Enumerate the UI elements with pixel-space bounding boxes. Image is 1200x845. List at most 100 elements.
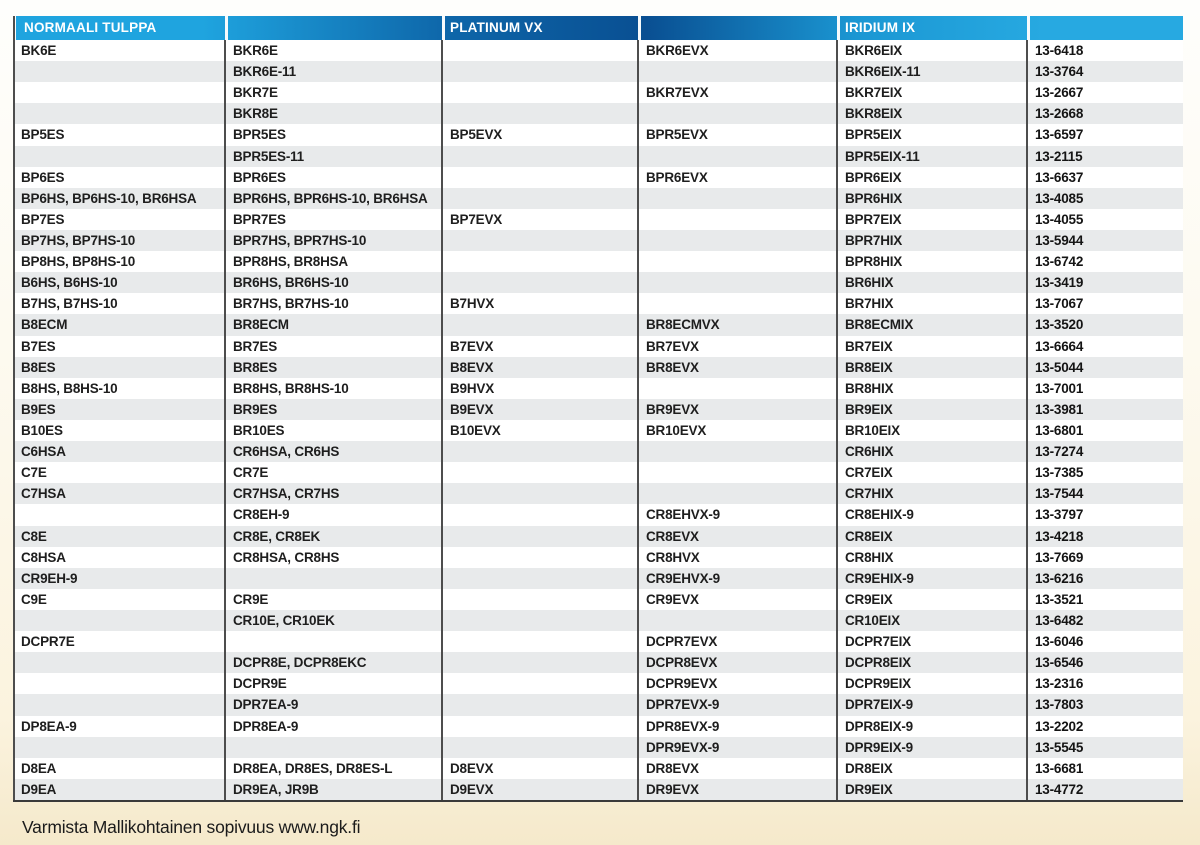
- cell-platinum-vx-r: CR8EHVX-9: [646, 507, 720, 523]
- cell-part-number: 13-2667: [1035, 85, 1084, 101]
- cell-iridium-ix: BKR6EIX: [845, 43, 903, 59]
- cell-iridium-ix: DCPR7EIX: [845, 634, 911, 650]
- table-row: DP8EA-9 DPR8EA-9 DPR8EVX-9 DPR8EIX-9 13-…: [13, 715, 1183, 737]
- cell-part-number: 13-3521: [1035, 591, 1084, 607]
- table-row: DPR9EVX-9 DPR9EIX-9 13-5545: [13, 736, 1183, 758]
- cell-platinum-vx-r: BR10EVX: [646, 423, 707, 439]
- cell-iridium-ix: BR8ECMIX: [845, 317, 914, 333]
- cell-part-number: 13-7544: [1035, 486, 1084, 502]
- cell-normal-plug-r: BPR5ES: [233, 127, 286, 143]
- header-divider: [225, 16, 228, 40]
- header-platinum-vx: PLATINUM VX: [450, 20, 543, 35]
- cell-part-number: 13-5044: [1035, 359, 1084, 375]
- cell-normal-plug: BP7HS, BP7HS-10: [21, 233, 136, 249]
- cell-normal-plug: BK6E: [21, 43, 57, 59]
- cell-normal-plug-r: DPR7EA-9: [233, 697, 299, 713]
- table-row: B7HS, B7HS-10 BR7HS, BR7HS-10 B7HVX BR7H…: [13, 293, 1183, 315]
- cell-iridium-ix: BKR8EIX: [845, 106, 903, 122]
- cell-normal-plug-r: BR9ES: [233, 401, 278, 417]
- cell-part-number: 13-7803: [1035, 697, 1084, 713]
- cell-part-number: 13-6482: [1035, 613, 1084, 628]
- cell-platinum-vx-r: BKR6EVX: [646, 43, 709, 59]
- cell-part-number: 13-6597: [1035, 127, 1084, 143]
- cell-platinum-vx: BP5EVX: [450, 127, 503, 143]
- cell-iridium-ix: CR9EHIX-9: [845, 570, 914, 586]
- cell-normal-plug-r: CR6HSA, CR6HS: [233, 444, 340, 460]
- cell-iridium-ix: BPR8HIX: [845, 254, 903, 270]
- table-row: CR9EH-9 CR9EHVX-9 CR9EHIX-9 13-6216: [13, 567, 1183, 589]
- cell-normal-plug: B7HS, B7HS-10: [21, 296, 118, 312]
- header-divider: [442, 16, 445, 40]
- cell-iridium-ix: DR9EIX: [845, 781, 893, 797]
- table-row: CR10E, CR10EK CR10EIX 13-6482: [13, 609, 1183, 632]
- cell-platinum-vx: D8EVX: [450, 760, 494, 776]
- cell-normal-plug-r: CR10E, CR10EK: [233, 613, 335, 628]
- table-row: B8ECM BR8ECM BR8ECMVX BR8ECMIX 13-3520: [13, 314, 1183, 336]
- cell-iridium-ix: DR8EIX: [845, 760, 893, 776]
- cell-platinum-vx: B7EVX: [450, 338, 494, 354]
- cell-normal-plug-r: BR7HS, BR7HS-10: [233, 296, 349, 312]
- cell-part-number: 13-6546: [1035, 655, 1084, 671]
- cell-platinum-vx-r: DPR7EVX-9: [646, 697, 720, 713]
- table-row: C8E CR8E, CR8EK CR8EVX CR8EIX 13-4218: [13, 525, 1183, 547]
- cell-normal-plug: D9EA: [21, 781, 57, 797]
- cell-normal-plug-r: DCPR9E: [233, 676, 287, 692]
- cell-part-number: 13-7385: [1035, 465, 1084, 481]
- cell-part-number: 13-6681: [1035, 760, 1084, 776]
- cell-part-number: 13-5944: [1035, 233, 1084, 249]
- table-row: DCPR8E, DCPR8EKC DCPR8EVX DCPR8EIX 13-65…: [13, 652, 1183, 674]
- cell-normal-plug-r: BR8ECM: [233, 317, 289, 333]
- cell-normal-plug: D8EA: [21, 760, 57, 776]
- cell-platinum-vx-r: DCPR9EVX: [646, 676, 718, 692]
- cell-iridium-ix: BPR7HIX: [845, 233, 903, 249]
- cell-part-number: 13-6664: [1035, 338, 1084, 354]
- cell-platinum-vx-r: BR7EVX: [646, 338, 699, 354]
- cell-part-number: 13-7067: [1035, 296, 1084, 312]
- cell-normal-plug-r: BPR7ES: [233, 211, 286, 227]
- cell-part-number: 13-3981: [1035, 401, 1084, 417]
- cell-platinum-vx-r: CR9EVX: [646, 591, 699, 607]
- cell-iridium-ix: DPR7EIX-9: [845, 697, 913, 713]
- cell-iridium-ix: CR6HIX: [845, 444, 894, 460]
- column-divider: [441, 40, 443, 800]
- cell-platinum-vx: BP7EVX: [450, 211, 503, 227]
- cell-normal-plug: B8ECM: [21, 317, 68, 333]
- table-row: BKR6E-11 BKR6EIX-11 13-3764: [13, 61, 1183, 83]
- cell-iridium-ix: CR7HIX: [845, 486, 894, 502]
- cell-normal-plug: DCPR7E: [21, 634, 75, 650]
- table-row: DCPR9E DCPR9EVX DCPR9EIX 13-2316: [13, 673, 1183, 695]
- cell-iridium-ix: CR10EIX: [845, 613, 900, 628]
- cell-iridium-ix: CR8HIX: [845, 549, 894, 565]
- cell-normal-plug: BP7ES: [21, 211, 65, 227]
- cell-iridium-ix: DPR9EIX-9: [845, 739, 913, 755]
- cell-normal-plug-r: BR10ES: [233, 423, 285, 439]
- cell-normal-plug-r: BKR6E-11: [233, 64, 296, 80]
- cell-normal-plug: CR9EH-9: [21, 570, 78, 586]
- table-row: BP5ES BPR5ES BP5EVX BPR5EVX BPR5EIX 13-6…: [13, 124, 1183, 146]
- cell-normal-plug-r: BKR7E: [233, 85, 278, 101]
- cell-platinum-vx: B9EVX: [450, 401, 494, 417]
- cell-normal-plug-r: CR8E, CR8EK: [233, 528, 321, 544]
- table-row: D9EA DR9EA, JR9B D9EVX DR9EVX DR9EIX 13-…: [13, 778, 1183, 800]
- cell-normal-plug: C8E: [21, 528, 47, 544]
- cell-platinum-vx-r: BPR6EVX: [646, 169, 708, 185]
- cell-part-number: 13-6742: [1035, 254, 1084, 270]
- cell-part-number: 13-6637: [1035, 169, 1084, 185]
- cell-normal-plug-r: BPR6HS, BPR6HS-10, BR6HSA: [233, 190, 428, 206]
- cell-part-number: 13-6801: [1035, 423, 1084, 439]
- cell-normal-plug-r: BPR7HS, BPR7HS-10: [233, 233, 367, 249]
- cell-normal-plug-r: BPR8HS, BR8HSA: [233, 254, 348, 270]
- table-row: BKR8E BKR8EIX 13-2668: [13, 103, 1183, 125]
- table-row: B8HS, B8HS-10 BR8HS, BR8HS-10 B9HVX BR8H…: [13, 377, 1183, 399]
- cell-part-number: 13-5545: [1035, 739, 1084, 755]
- cell-normal-plug-r: CR9E: [233, 591, 269, 607]
- table-row: B10ES BR10ES B10EVX BR10EVX BR10EIX 13-6…: [13, 419, 1183, 442]
- header-normal-plug: NORMAALI TULPPA: [24, 20, 157, 35]
- cell-iridium-ix: BPR5EIX-11: [845, 148, 920, 164]
- header-divider: [837, 16, 840, 40]
- table-row: BP6HS, BP6HS-10, BR6HSA BPR6HS, BPR6HS-1…: [13, 187, 1183, 209]
- table-row: BP6ES BPR6ES BPR6EVX BPR6EIX 13-6637: [13, 166, 1183, 188]
- table-row: C9E CR9E CR9EVX CR9EIX 13-3521: [13, 588, 1183, 610]
- cell-part-number: 13-2316: [1035, 676, 1084, 692]
- table-row: D8EA DR8EA, DR8ES, DR8ES-L D8EVX DR8EVX …: [13, 757, 1183, 779]
